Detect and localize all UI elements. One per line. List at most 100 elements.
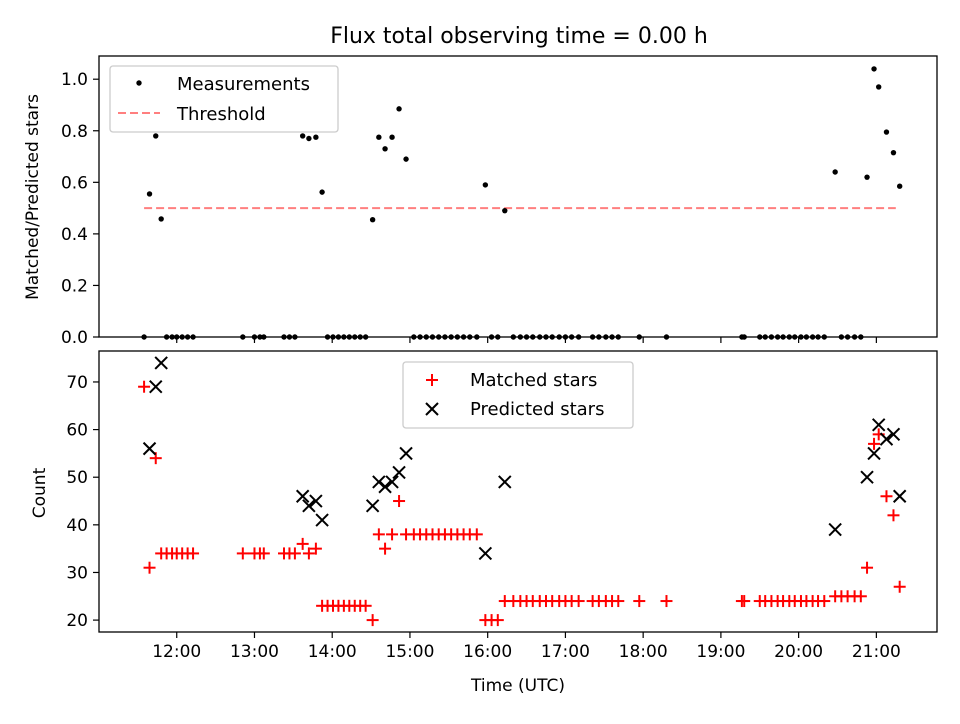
bottom-y-axis-label: Count: [30, 467, 50, 518]
matched-star-point: [633, 595, 646, 608]
bottom-axes-frame: [98, 350, 938, 633]
top-axes-frame: [98, 55, 938, 338]
predicted-star-point: [372, 475, 386, 489]
matched-star-point: [143, 561, 156, 574]
matched-star-point: [738, 595, 751, 608]
predicted-star-point: [879, 432, 894, 446]
bottom-legend: Matched stars Predicted stars: [402, 361, 634, 429]
measurement-point: [832, 169, 838, 175]
bottom-x-tick-label: 21:00: [852, 642, 901, 662]
matched-star-point: [386, 528, 399, 541]
legend-matched-marker: [426, 374, 438, 386]
predicted-star-point: [892, 489, 907, 503]
bottom-panel: 20 30 40 50 60 70 12:00 13:00 14:00 15:00 16:00 17…: [30, 350, 938, 696]
top-x-ticks: [176, 337, 877, 343]
matched-star-point: [138, 380, 151, 393]
matched-star-point: [491, 614, 504, 627]
matched-star-point: [372, 528, 385, 541]
measurement-point: [313, 134, 319, 140]
bottom-x-axis: 12:00 13:00 14:00 15:00 16:00 17:00 18:00 19:00…: [152, 632, 901, 662]
matched-star-point: [187, 547, 200, 560]
predicted-star-point: [302, 499, 316, 513]
top-y-tick-label: 0.8: [61, 122, 88, 142]
predicted-star-point: [860, 470, 874, 484]
measurement-point: [376, 134, 382, 140]
bottom-y-tick-label: 30: [66, 563, 88, 583]
predicted-star-point: [828, 522, 842, 537]
matched-star-point: [880, 490, 893, 503]
predicted-star-point: [378, 480, 392, 494]
measurement-point: [502, 207, 508, 214]
matched-star-point: [393, 495, 406, 508]
predicted-star-point: [142, 441, 157, 456]
matched-star-point: [288, 547, 301, 560]
bottom-x-tick-label: 14:00: [308, 642, 357, 662]
predicted-star-point: [365, 499, 380, 513]
bottom-y-tick-label: 40: [66, 516, 88, 536]
figure-title: Flux total observing time = 0.00 h: [330, 24, 708, 49]
measurement-point: [396, 106, 402, 112]
matched-star-point: [861, 561, 874, 574]
matched-star-point: [660, 595, 673, 608]
measurement-point: [875, 84, 882, 90]
top-y-axis: 0.0 0.2 0.4 0.6 0.8 1.0: [61, 70, 99, 348]
bottom-y-tick-label: 60: [66, 421, 88, 441]
predicted-star-point: [886, 427, 901, 442]
legend-measurements-label: Measurements: [177, 74, 310, 95]
predicted-star-point: [149, 380, 163, 394]
measurement-point: [864, 174, 870, 180]
predicted-star-point: [385, 475, 399, 489]
measurement-point: [403, 156, 409, 162]
top-legend: Measurements Threshold: [109, 65, 339, 133]
matched-star-point: [309, 542, 322, 555]
matched-star-point: [470, 528, 483, 541]
matched-star-point: [379, 542, 392, 555]
legend-predicted-marker: [425, 402, 439, 416]
measurement-point: [890, 149, 897, 156]
bottom-y-tick-label: 70: [66, 373, 88, 393]
predicted-star-point: [295, 489, 310, 503]
predicted-star-point: [154, 356, 168, 370]
measurement-point: [482, 182, 489, 188]
bottom-y-tick-label: 20: [66, 611, 88, 631]
measurement-point: [369, 217, 376, 223]
matched-star-point: [236, 547, 249, 560]
bottom-legend-frame: [402, 361, 634, 429]
bottom-x-tick-label: 19:00: [696, 642, 745, 662]
measurement-point: [153, 133, 159, 139]
predicted-star-point: [309, 494, 323, 508]
matched-star-point: [572, 595, 585, 608]
bottom-x-tick-label: 12:00: [152, 642, 201, 662]
measurement-point: [389, 134, 395, 140]
measurement-point: [299, 133, 306, 139]
bottom-x-tick-label: 13:00: [230, 642, 279, 662]
measurement-point: [883, 129, 890, 135]
top-y-tick-label: 0.2: [61, 276, 88, 296]
measurement-point: [146, 191, 153, 197]
x-axis-label: Time (UTC): [470, 676, 565, 696]
top-y-axis-label: Matched/Predicted stars: [23, 94, 43, 300]
bottom-x-tick-label: 16:00: [463, 642, 512, 662]
matched-star-point: [893, 580, 906, 593]
legend-predicted-label: Predicted stars: [470, 399, 604, 420]
matched-star-point: [818, 595, 831, 608]
legend-measurements-marker: [136, 80, 142, 86]
bottom-y-axis: 20 30 40 50 60 70: [66, 373, 99, 631]
bottom-plot-area: [138, 356, 907, 627]
matched-star-point: [868, 437, 881, 450]
matched-star-point: [257, 547, 270, 560]
top-panel: 0.0 0.2 0.4 0.6 0.8 1.0 Matched/Predicted sta…: [23, 55, 938, 348]
predicted-star-point: [392, 465, 406, 480]
top-y-tick-label: 0.4: [61, 225, 88, 245]
bottom-y-tick-label: 50: [66, 468, 88, 488]
matched-star-point: [854, 590, 867, 603]
matched-star-point: [612, 595, 625, 608]
predicted-star-point: [478, 546, 493, 561]
measurement-point: [306, 135, 312, 142]
measurement-point: [319, 189, 325, 195]
top-y-tick-label: 0.6: [61, 173, 88, 193]
predicted-star-point: [498, 475, 512, 489]
bottom-x-tick-label: 18:00: [619, 642, 668, 662]
predicted-star-point: [399, 446, 413, 461]
